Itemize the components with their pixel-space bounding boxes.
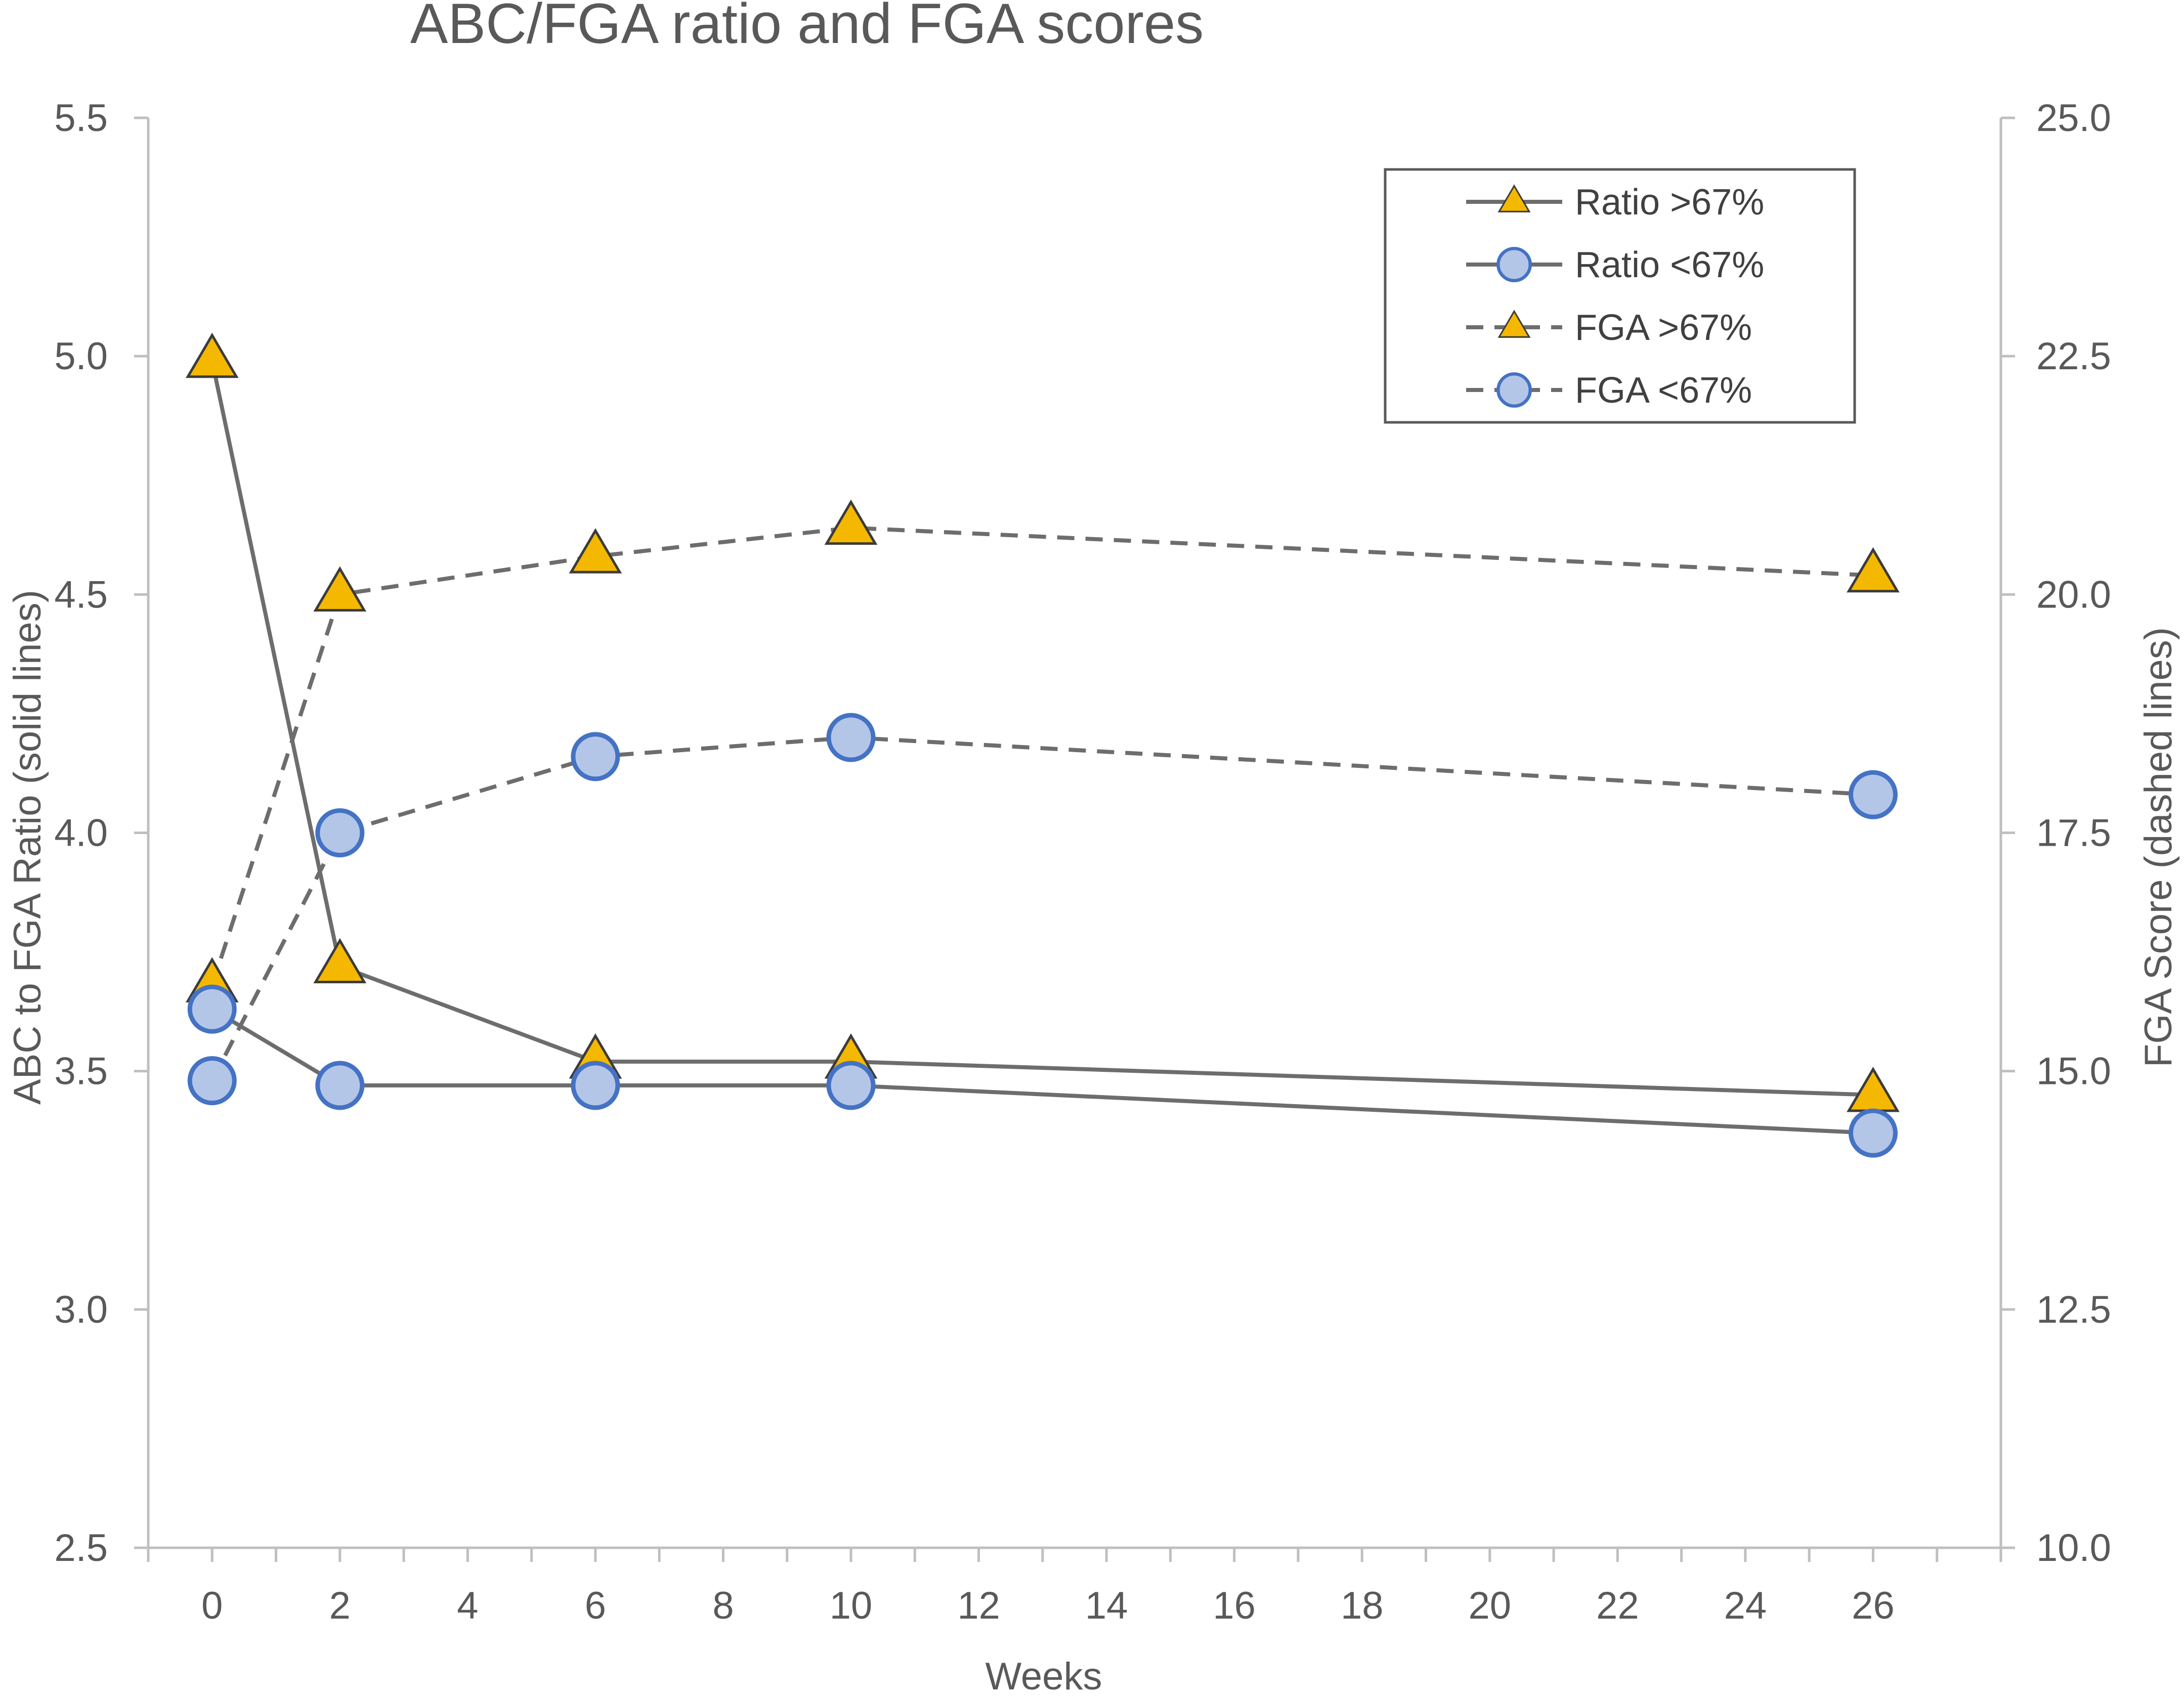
data-point (1847, 547, 1900, 593)
legend-entry: Ratio <67% (1466, 245, 1764, 285)
data-point (315, 808, 365, 857)
y-left-tick-label: 5.5 (54, 97, 108, 140)
y-left-tick-label: 3.5 (54, 1050, 108, 1093)
legend-marker (1497, 184, 1531, 212)
legend-label: FGA >67% (1575, 308, 1752, 348)
x-tick-label: 10 (830, 1584, 873, 1627)
data-point (571, 732, 620, 781)
y-right-tick-label: 22.5 (2036, 335, 2111, 378)
series-layer (185, 332, 1900, 1158)
data-point (187, 1056, 237, 1106)
y-left-tick-label: 4.0 (54, 812, 108, 855)
legend-entry: Ratio >67% (1466, 182, 1764, 223)
series-ratio-67 (185, 332, 1900, 1112)
legend-marker (1496, 372, 1532, 408)
x-tick-label: 18 (1341, 1584, 1384, 1627)
y-axis-left-title: ABC to FGA Ratio (solid lines) (6, 590, 49, 1105)
y-right-tick-label: 17.5 (2036, 812, 2111, 855)
x-tick-label: 4 (457, 1584, 478, 1627)
series-line (211, 1007, 1873, 1136)
y-right-tick-label: 15.0 (2036, 1050, 2111, 1093)
legend-entry: FGA <67% (1466, 370, 1752, 411)
x-tick-label: 16 (1213, 1584, 1256, 1627)
x-tick-label: 0 (201, 1584, 223, 1627)
legend-entry: FGA >67% (1466, 308, 1752, 348)
series-line (210, 360, 1873, 1097)
x-tick-label: 14 (1085, 1584, 1128, 1627)
series-fga-67 (187, 713, 1898, 1106)
data-point (187, 984, 237, 1034)
data-point (826, 713, 876, 762)
x-axis-title: Weeks (986, 1655, 1102, 1698)
data-point (1848, 770, 1898, 819)
y-left-tick-label: 4.5 (54, 573, 108, 616)
series-line (210, 735, 1873, 1082)
legend-marker (1497, 310, 1531, 338)
x-tick-label: 12 (957, 1584, 1000, 1627)
axes: 2.5 3.0 3.5 4.0 4.5 5.0 5.5 10.0 12.5 15.0 17.5 20.… (54, 97, 2111, 1627)
y-right-tick-label: 20.0 (2036, 573, 2111, 616)
y-right-tick-label: 25.0 (2036, 97, 2111, 140)
data-point (313, 566, 367, 612)
x-tick-label: 26 (1852, 1584, 1895, 1627)
x-tick-label: 2 (329, 1584, 351, 1627)
legend-label: FGA <67% (1575, 370, 1752, 411)
data-point (185, 332, 239, 378)
series-line (210, 526, 1873, 986)
series-ratio-67 (187, 984, 1898, 1158)
legend-label: Ratio <67% (1575, 245, 1764, 285)
y-axis-right-title: FGA Score (dashed lines) (2137, 627, 2180, 1067)
y-right-tick-label: 10.0 (2036, 1527, 2111, 1570)
legend-label: Ratio >67% (1575, 182, 1764, 223)
data-point (824, 499, 878, 545)
data-point (571, 1061, 620, 1110)
y-right-tick-label: 12.5 (2036, 1288, 2111, 1331)
legend-marker (1496, 247, 1532, 282)
x-tick-label: 8 (712, 1584, 734, 1627)
legend-box (1384, 168, 1856, 424)
y-left-tick-label: 3.0 (54, 1288, 108, 1331)
data-point (1848, 1108, 1898, 1158)
data-point (826, 1061, 876, 1110)
x-tick-label: 24 (1724, 1584, 1767, 1627)
series-fga-67 (185, 499, 1900, 1003)
x-tick-label: 6 (585, 1584, 606, 1627)
data-point (1847, 1066, 1900, 1112)
data-point (315, 1061, 365, 1110)
x-tick-label: 22 (1596, 1584, 1639, 1627)
chart-title: ABC/FGA ratio and FGA scores (410, 0, 1204, 55)
y-left-tick-label: 2.5 (54, 1527, 108, 1570)
data-point (569, 528, 622, 574)
legend: Ratio >67% Ratio <67% FGA >67% FGA <67% (1384, 168, 1856, 424)
data-point (313, 938, 367, 984)
x-tick-label: 20 (1469, 1584, 1512, 1627)
y-left-tick-label: 5.0 (54, 335, 108, 378)
